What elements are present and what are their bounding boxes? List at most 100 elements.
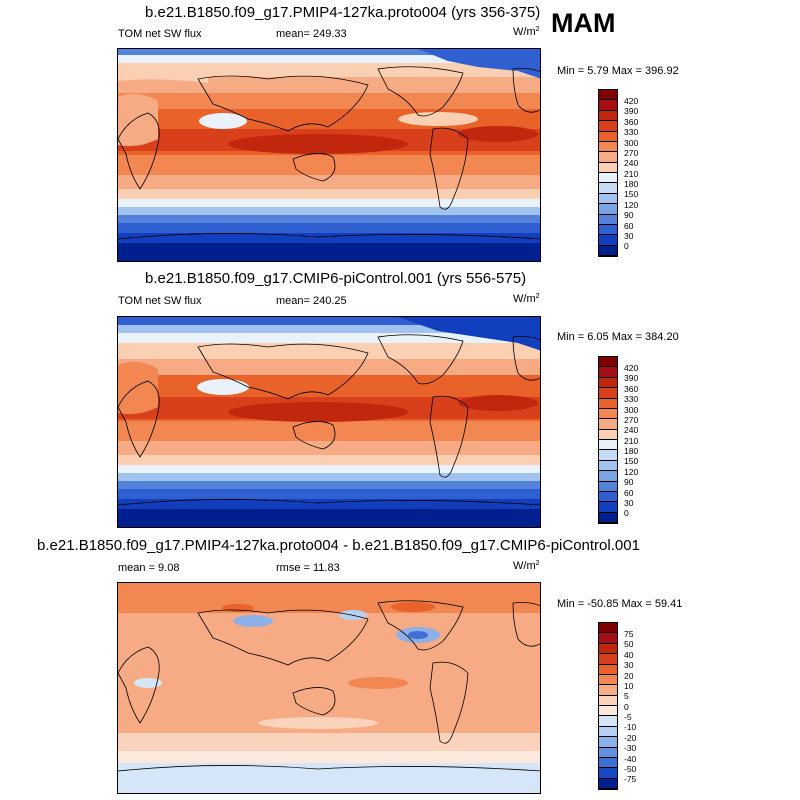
colorbar-label: 360 — [624, 383, 639, 394]
colorbar-label: 420 — [624, 363, 639, 373]
panel2-variable-label: TOM net SW flux — [118, 295, 202, 307]
colorbar-label: 210 — [624, 168, 639, 179]
colorbar-label: 30 — [624, 497, 634, 508]
panel3-colorbar-labels: 75 50 40 30 20 10 5 0 -5 -10 -20 -30 -40 -50 -75 — [624, 629, 636, 785]
panel3-mean-label: mean = 9.08 — [118, 562, 180, 574]
panel2-title: b.e21.B1850.f09_g17.CMIP6-piControl.001 … — [145, 270, 527, 287]
colorbar-label: -40 — [624, 753, 637, 764]
panel1-units: W/m2 — [513, 26, 540, 38]
panel1-coastlines — [118, 66, 540, 240]
colorbar-label: 0 — [624, 701, 629, 712]
colorbar-label: 150 — [624, 456, 639, 467]
colorbar-label: 30 — [624, 230, 634, 241]
colorbar-swatch — [599, 512, 617, 523]
panel3-title: b.e21.B1850.f09_g17.PMIP4-127ka.proto004… — [37, 537, 640, 554]
colorbar-label: -75 — [624, 774, 637, 785]
colorbar-label: 150 — [624, 189, 639, 200]
colorbar-swatch — [599, 214, 617, 225]
panel3-coastlines — [118, 600, 540, 772]
colorbar-swatch — [599, 245, 617, 256]
colorbar-swatch — [599, 429, 617, 440]
colorbar-swatch — [599, 162, 617, 173]
colorbar-label: 90 — [624, 210, 634, 221]
panel3-rmse-label: rmse = 11.83 — [276, 562, 340, 574]
colorbar-label: 210 — [624, 435, 639, 446]
colorbar-swatch — [599, 695, 617, 706]
panel2-minmax: Min = 6.05 Max = 384.20 — [557, 331, 679, 343]
colorbar-label: 0 — [624, 508, 629, 519]
colorbar-swatch — [599, 440, 617, 451]
colorbar-label: 40 — [624, 649, 634, 660]
panel2-map — [117, 316, 541, 528]
colorbar-swatch — [599, 173, 617, 184]
colorbar-label: 30 — [624, 660, 634, 671]
colorbar-swatch — [599, 450, 617, 461]
colorbar-label: 330 — [624, 394, 639, 405]
colorbar-label: 5 — [624, 691, 629, 702]
colorbar-swatch — [599, 235, 617, 246]
colorbar-label: 10 — [624, 680, 634, 691]
colorbar-label: -30 — [624, 743, 637, 754]
colorbar-swatch — [599, 674, 617, 686]
colorbar-swatch — [599, 90, 617, 101]
colorbar-swatch — [599, 768, 617, 779]
colorbar-swatch — [599, 471, 617, 482]
colorbar-swatch — [599, 367, 617, 378]
colorbar-swatch — [599, 654, 617, 665]
colorbar-swatch — [599, 726, 617, 738]
colorbar-swatch — [599, 747, 617, 758]
panel1-map — [117, 48, 541, 262]
colorbar-swatch — [599, 204, 617, 215]
colorbar-swatch — [599, 706, 617, 717]
colorbar-swatch — [599, 141, 617, 153]
colorbar-label: 60 — [624, 487, 634, 498]
colorbar-label: -20 — [624, 732, 637, 743]
colorbar-swatch — [599, 737, 617, 748]
panel3-units: W/m2 — [513, 560, 540, 572]
panel1-minmax: Min = 5.79 Max = 396.92 — [557, 65, 679, 77]
panel1-mean-label: mean= 249.33 — [276, 28, 347, 40]
colorbar-label: 330 — [624, 127, 639, 138]
season-label: MAM — [551, 8, 616, 38]
colorbar-swatch — [599, 398, 617, 409]
panel3-minmax: Min = -50.85 Max = 59.41 — [557, 598, 683, 610]
colorbar-label: 240 — [624, 425, 639, 436]
colorbar-swatch — [599, 664, 617, 675]
colorbar-label: 120 — [624, 199, 639, 210]
colorbar-label: 180 — [624, 446, 639, 456]
colorbar-swatch — [599, 643, 617, 655]
colorbar-swatch — [599, 460, 617, 472]
colorbar-label: 390 — [624, 373, 639, 384]
colorbar-swatch — [599, 685, 617, 696]
colorbar-label: 120 — [624, 466, 639, 477]
colorbar-label: 240 — [624, 158, 639, 169]
colorbar-label: 420 — [624, 96, 639, 106]
colorbar-swatch — [599, 377, 617, 389]
colorbar-swatch — [599, 419, 617, 430]
colorbar-swatch — [599, 131, 617, 142]
colorbar-swatch — [599, 100, 617, 111]
colorbar-label: -10 — [624, 722, 637, 733]
colorbar-label: 0 — [624, 241, 629, 252]
panel1-colorbar-labels: 420 390 360 330 300 270 240 210 180 150 120 90 60 30 0 — [624, 96, 638, 252]
panel3-map-field — [118, 583, 540, 793]
colorbar-label: 360 — [624, 116, 639, 127]
colorbar-label: 20 — [624, 670, 634, 681]
colorbar-label: 300 — [624, 404, 639, 415]
colorbar-label: -50 — [624, 763, 637, 774]
colorbar-swatch — [599, 224, 617, 236]
colorbar-label: 270 — [624, 147, 639, 158]
colorbar-swatch — [599, 121, 617, 132]
colorbar-swatch — [599, 408, 617, 420]
colorbar-swatch — [599, 388, 617, 399]
colorbar-swatch — [599, 481, 617, 492]
panel1-variable-label: TOM net SW flux — [118, 28, 202, 40]
colorbar-label: 50 — [624, 639, 634, 650]
colorbar-label: 300 — [624, 137, 639, 148]
panel1-title: b.e21.B1850.f09_g17.PMIP4-127ka.proto004… — [145, 4, 541, 21]
panel1-map-field — [118, 49, 540, 261]
panel3-colorbar — [598, 622, 618, 790]
colorbar-swatch — [599, 110, 617, 122]
colorbar-label: 60 — [624, 220, 634, 231]
colorbar-label: 75 — [624, 629, 634, 639]
